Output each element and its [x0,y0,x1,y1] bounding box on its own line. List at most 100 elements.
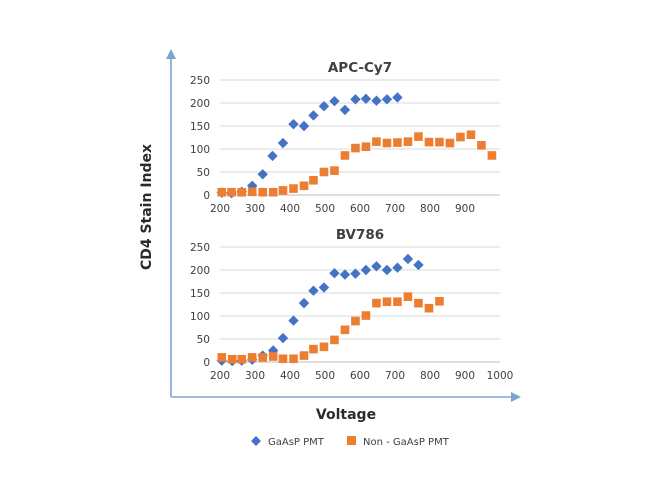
data-point-gaasp [318,282,330,293]
x-axis-label: Voltage [316,407,376,423]
data-point-gaasp [329,95,340,107]
data-point-gaasp [277,137,289,149]
data-point-non-gaasp [382,297,392,307]
data-point-non-gaasp [299,351,309,360]
x-tick-label: 200 [210,203,230,215]
data-point-non-gaasp [487,151,497,160]
y-tick-label: 200 [190,98,210,110]
data-point-non-gaasp [227,187,236,197]
data-point-non-gaasp [361,142,371,151]
y-axis-label: CD4 Stain Index [139,144,155,270]
y-tick-label: 150 [190,288,210,300]
data-point-gaasp [339,104,351,116]
data-point-non-gaasp [247,187,257,197]
data-point-gaasp [298,120,310,132]
data-point-non-gaasp [258,187,267,197]
data-point-gaasp [381,264,393,276]
data-point-non-gaasp [340,151,350,160]
data-point-non-gaasp [414,132,423,141]
data-point-gaasp [288,315,299,326]
legend-label-non-gaasp: Non - GaAsP PMT [363,437,450,448]
x-tick-label: 900 [455,203,475,215]
x-tick-label: 300 [245,203,265,215]
chart-panel-bv786: BV786 0 50 100 150 200 250 200 300 400 500 600 700 80… [190,227,513,382]
data-point-non-gaasp [403,137,413,146]
x-tick-label: 200 [210,370,230,382]
data-point-non-gaasp [330,335,339,345]
data-point-non-gaasp [414,298,423,308]
data-point-non-gaasp [382,138,392,148]
legend: GaAsP PMT Non - GaAsP PMT [251,436,450,448]
x-tick-label: 800 [420,203,440,215]
data-point-gaasp [298,297,310,309]
data-point-non-gaasp [435,137,444,147]
data-point-non-gaasp [372,298,381,308]
data-point-gaasp [392,92,403,103]
data-point-non-gaasp [289,354,298,364]
y-tick-label: 150 [190,121,210,133]
chart-panels: APC-Cy7 0 50 100 150 200 250 200 300 400 500 600 700… [190,60,513,382]
data-point-gaasp [413,259,424,271]
data-point-gaasp [257,169,268,180]
x-tick-label: 700 [385,203,405,215]
x-tick-label: 400 [280,203,300,215]
data-point-gaasp [288,118,299,130]
y-tick-label: 100 [190,144,210,156]
data-point-non-gaasp [393,138,402,147]
data-point-non-gaasp [456,132,465,142]
data-point-non-gaasp [351,316,360,326]
data-point-gaasp [267,150,278,162]
data-point-non-gaasp [435,296,444,306]
data-point-non-gaasp [445,138,455,148]
data-point-non-gaasp [424,303,434,313]
data-point-gaasp [277,332,289,344]
series-non-gaasp [217,130,497,197]
data-point-non-gaasp [393,297,402,307]
data-point-gaasp [339,269,351,280]
data-point-non-gaasp [403,292,413,301]
data-point-non-gaasp [268,352,278,361]
data-point-gaasp [308,285,319,296]
data-point-non-gaasp [466,130,476,140]
data-point-non-gaasp [309,175,318,185]
data-point-non-gaasp [278,354,288,364]
data-point-non-gaasp [217,353,227,362]
data-point-gaasp [371,95,382,106]
y-tick-label: 250 [190,75,210,87]
y-tick-label: 50 [197,334,210,346]
data-point-gaasp [381,94,393,105]
x-tick-label: 300 [245,370,265,382]
legend-marker-gaasp [251,436,261,446]
data-point-gaasp [329,268,340,279]
legend-label-gaasp: GaAsP PMT [268,437,325,448]
x-tick-label: 500 [315,203,335,215]
y-tick-label: 0 [203,357,210,369]
data-point-non-gaasp [309,344,318,354]
data-point-gaasp [360,93,372,105]
x-tick-label: 700 [385,370,405,382]
data-point-non-gaasp [319,342,329,352]
chart-panel-apc-cy7: APC-Cy7 0 50 100 150 200 250 200 300 400 500 600 700… [190,60,500,215]
data-point-non-gaasp [351,143,360,153]
y-tick-label: 250 [190,242,210,254]
data-point-gaasp [402,253,414,265]
data-point-non-gaasp [330,166,339,175]
data-point-non-gaasp [319,167,329,177]
x-tick-label: 600 [350,203,370,215]
data-point-non-gaasp [340,325,350,335]
data-point-non-gaasp [247,353,257,362]
data-point-gaasp [308,110,319,121]
data-point-non-gaasp [289,184,298,193]
y-tick-label: 100 [190,311,210,323]
chart-title: BV786 [336,227,384,243]
data-point-gaasp [371,261,382,272]
x-tick-label: 400 [280,370,300,382]
chart-title: APC-Cy7 [328,60,392,76]
data-point-gaasp [360,264,372,276]
data-point-non-gaasp [278,186,288,195]
data-point-gaasp [392,262,403,273]
data-point-non-gaasp [372,137,381,146]
x-tick-label: 800 [420,370,440,382]
data-point-gaasp [350,268,361,279]
